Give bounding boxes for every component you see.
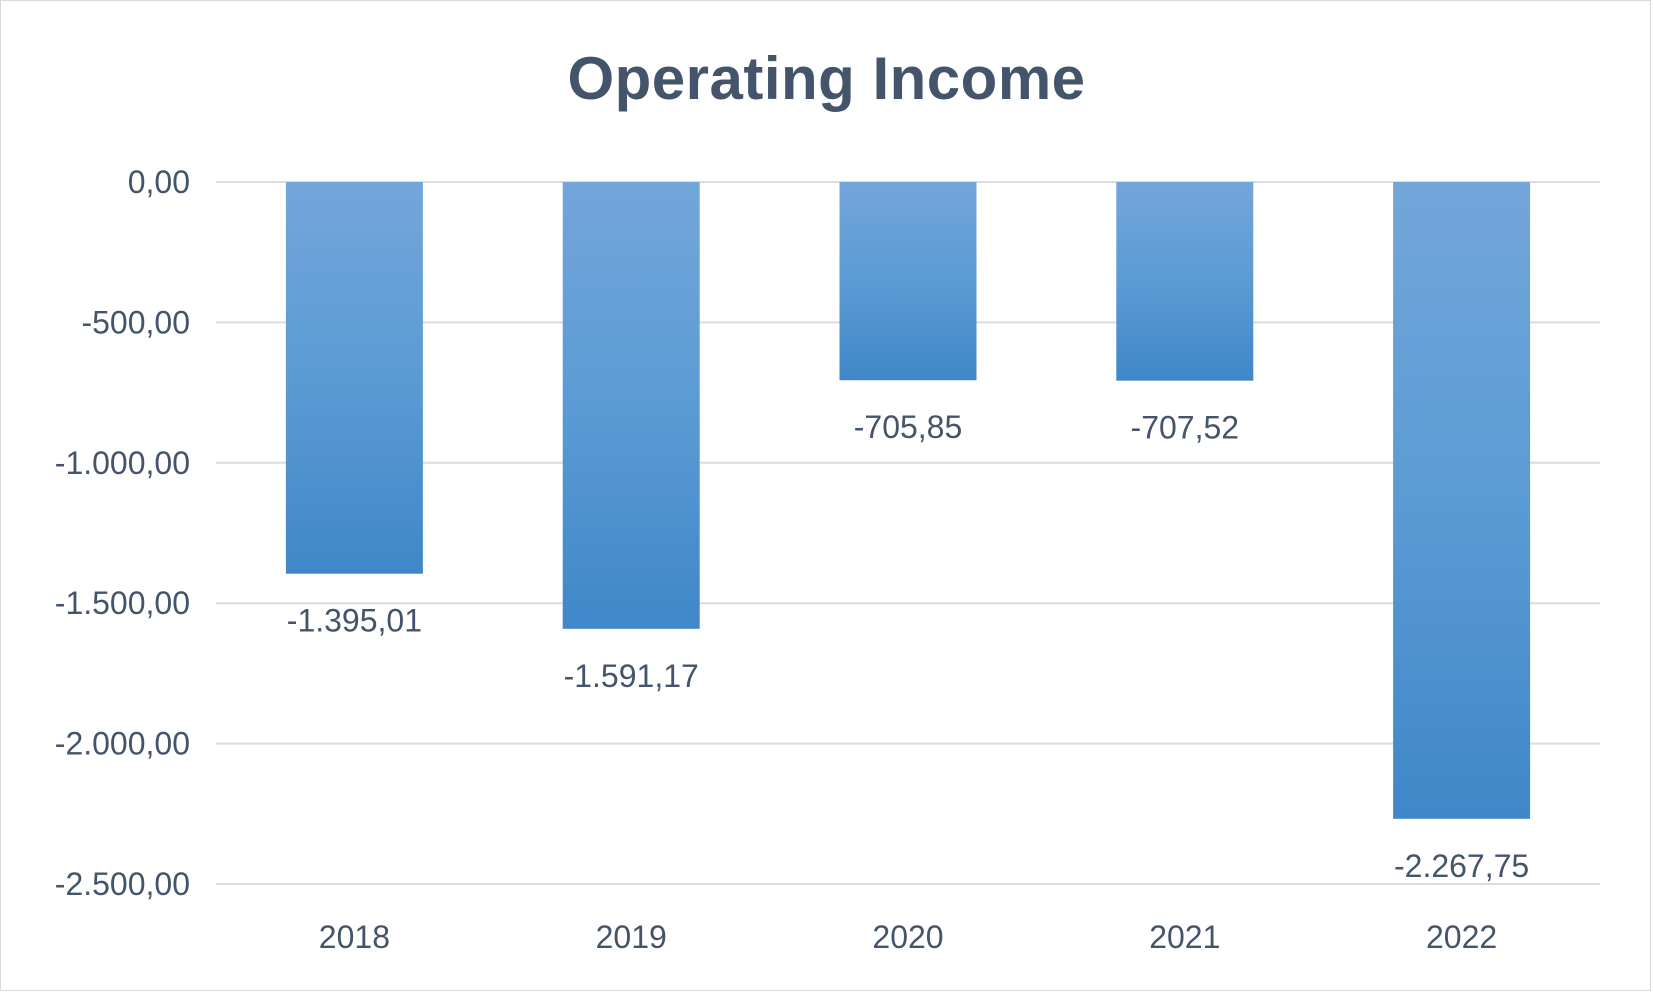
x-tick-label-2020: 2020 — [872, 919, 943, 955]
x-tick-label-2021: 2021 — [1149, 919, 1220, 955]
y-tick-label: 0,00 — [128, 164, 190, 200]
y-axis-ticks: 0,00 -500,00 -1.000,00 -1.500,00 -2.000,00 -2… — [55, 164, 190, 902]
data-label-2019: -1.591,17 — [564, 658, 699, 694]
bar-2018 — [285, 182, 423, 574]
bars — [285, 182, 1531, 819]
bar-2021 — [1116, 182, 1254, 381]
bar-2020 — [839, 182, 977, 381]
y-tick-label: -1.000,00 — [55, 445, 190, 481]
y-tick-label: -1.500,00 — [55, 585, 190, 621]
bar-2022 — [1393, 182, 1531, 819]
data-label-2022: -2.267,75 — [1394, 848, 1529, 884]
y-tick-label: -2.000,00 — [55, 726, 190, 762]
bar-2019 — [562, 182, 700, 629]
chart-title: Operating Income — [567, 45, 1086, 112]
data-label-2020: -705,85 — [854, 409, 963, 445]
data-labels: -1.395,01 -1.591,17 -705,85 -707,52 -2.267,7… — [287, 409, 1529, 884]
data-label-2018: -1.395,01 — [287, 603, 422, 639]
x-tick-label-2018: 2018 — [319, 919, 390, 955]
data-label-2021: -707,52 — [1131, 410, 1240, 446]
x-axis-ticks: 2018 2019 2020 2021 2022 — [319, 919, 1497, 955]
x-tick-label-2019: 2019 — [596, 919, 667, 955]
y-tick-label: -2.500,00 — [55, 866, 190, 902]
y-tick-label: -500,00 — [81, 304, 190, 340]
x-tick-label-2022: 2022 — [1426, 919, 1497, 955]
